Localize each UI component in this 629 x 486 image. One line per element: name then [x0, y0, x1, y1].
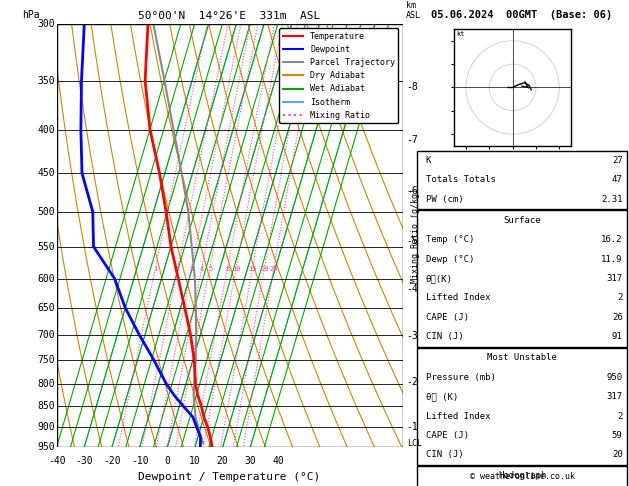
Text: 10: 10 [232, 266, 241, 272]
Text: 8: 8 [226, 266, 230, 272]
Text: Totals Totals: Totals Totals [426, 175, 496, 184]
Text: 750: 750 [38, 355, 55, 365]
Text: -7: -7 [407, 135, 418, 145]
Legend: Temperature, Dewpoint, Parcel Trajectory, Dry Adiabat, Wet Adiabat, Isotherm, Mi: Temperature, Dewpoint, Parcel Trajectory… [279, 29, 398, 123]
Text: kt: kt [457, 31, 465, 37]
Text: -2: -2 [407, 377, 418, 387]
Text: 700: 700 [38, 330, 55, 340]
Text: 0: 0 [164, 455, 170, 466]
Text: 30: 30 [245, 455, 256, 466]
Text: 800: 800 [38, 379, 55, 389]
Title: 50°00'N  14°26'E  331m  ASL: 50°00'N 14°26'E 331m ASL [138, 11, 321, 21]
Text: PW (cm): PW (cm) [426, 195, 464, 204]
Text: 4: 4 [200, 266, 204, 272]
Text: 05.06.2024  00GMT  (Base: 06): 05.06.2024 00GMT (Base: 06) [431, 10, 613, 20]
Text: Surface: Surface [503, 216, 541, 225]
Text: -4: -4 [407, 284, 418, 294]
Text: -8: -8 [407, 82, 418, 92]
Text: © weatheronline.co.uk: © weatheronline.co.uk [470, 472, 574, 481]
Text: 900: 900 [38, 422, 55, 432]
Text: 317: 317 [606, 392, 623, 401]
Text: -10: -10 [131, 455, 148, 466]
Text: 40: 40 [272, 455, 284, 466]
Bar [417, 151, 627, 209]
Text: CAPE (J): CAPE (J) [426, 313, 469, 322]
Text: 500: 500 [38, 207, 55, 217]
Text: Most Unstable: Most Unstable [487, 353, 557, 362]
Text: Lifted Index: Lifted Index [426, 294, 491, 302]
Text: θᴄ (K): θᴄ (K) [426, 392, 458, 401]
Text: 400: 400 [38, 125, 55, 135]
Text: 11.9: 11.9 [601, 255, 623, 263]
Text: km
ASL: km ASL [406, 0, 421, 20]
Text: -1: -1 [407, 422, 418, 432]
Text: 2: 2 [176, 266, 181, 272]
Text: -20: -20 [103, 455, 121, 466]
Text: 317: 317 [606, 274, 623, 283]
Text: 20: 20 [612, 451, 623, 459]
Text: 450: 450 [38, 168, 55, 178]
Text: 600: 600 [38, 274, 55, 283]
Text: Pressure (mb): Pressure (mb) [426, 373, 496, 382]
Text: 91: 91 [612, 332, 623, 341]
Text: 5: 5 [208, 266, 212, 272]
Text: 550: 550 [38, 242, 55, 252]
Text: 59: 59 [612, 431, 623, 440]
Text: 950: 950 [606, 373, 623, 382]
Text: 350: 350 [38, 76, 55, 86]
Text: K: K [426, 156, 431, 165]
Text: 650: 650 [38, 303, 55, 313]
Text: 2: 2 [617, 294, 623, 302]
Text: 20: 20 [217, 455, 228, 466]
Text: θᴄ(K): θᴄ(K) [426, 274, 453, 283]
Text: 10: 10 [189, 455, 201, 466]
Text: 47: 47 [612, 175, 623, 184]
Text: -30: -30 [75, 455, 93, 466]
Text: -5: -5 [407, 236, 418, 245]
Text: CIN (J): CIN (J) [426, 332, 464, 341]
Text: 25: 25 [270, 266, 279, 272]
Bar [417, 348, 627, 465]
Text: hPa: hPa [21, 10, 39, 20]
Text: 950: 950 [38, 442, 55, 452]
Bar [417, 210, 627, 347]
Text: 2.31: 2.31 [601, 195, 623, 204]
Text: Lifted Index: Lifted Index [426, 412, 491, 420]
Text: LCL: LCL [407, 439, 421, 448]
Text: 16.2: 16.2 [601, 235, 623, 244]
Text: -6: -6 [407, 186, 418, 195]
Bar [417, 466, 627, 486]
Text: 26: 26 [612, 313, 623, 322]
Text: 850: 850 [38, 401, 55, 411]
Text: Mixing Ratio (g/kg): Mixing Ratio (g/kg) [411, 188, 420, 283]
Text: 27: 27 [612, 156, 623, 165]
Text: -3: -3 [407, 330, 418, 341]
Text: 15: 15 [248, 266, 257, 272]
Text: CIN (J): CIN (J) [426, 451, 464, 459]
Text: 3: 3 [190, 266, 194, 272]
Text: 300: 300 [38, 19, 55, 29]
Text: 2: 2 [617, 412, 623, 420]
Text: Hodograph: Hodograph [498, 471, 546, 480]
Text: CAPE (J): CAPE (J) [426, 431, 469, 440]
Text: Dewp (°C): Dewp (°C) [426, 255, 474, 263]
Text: Dewpoint / Temperature (°C): Dewpoint / Temperature (°C) [138, 472, 321, 483]
Text: -40: -40 [48, 455, 65, 466]
Text: 1: 1 [153, 266, 158, 272]
Text: Temp (°C): Temp (°C) [426, 235, 474, 244]
Text: 20: 20 [260, 266, 269, 272]
